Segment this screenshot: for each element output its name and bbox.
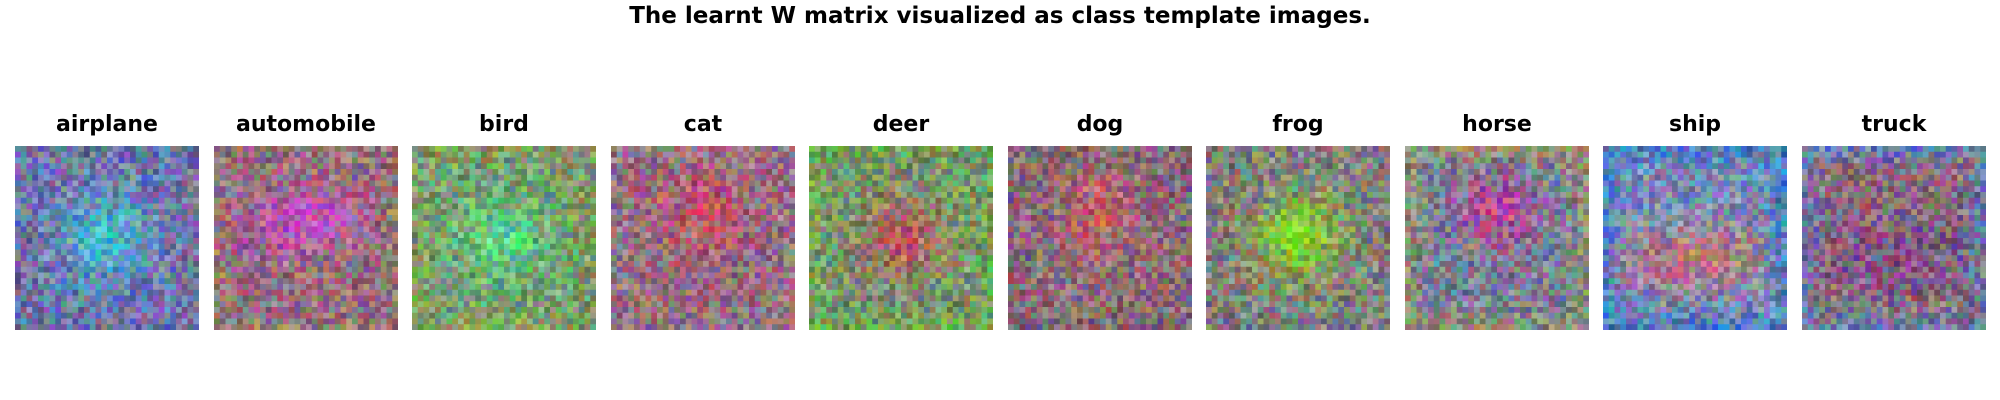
template-pixels xyxy=(1008,146,1192,330)
template-pixels xyxy=(1206,146,1390,330)
template-label: bird xyxy=(479,112,529,137)
template-pixels xyxy=(809,146,993,330)
template-pixels xyxy=(611,146,795,330)
template-pixels xyxy=(1802,146,1986,330)
template-image xyxy=(214,146,398,330)
template-label: frog xyxy=(1272,112,1324,137)
template-pixels xyxy=(214,146,398,330)
template-pixels xyxy=(1405,146,1589,330)
template-label: dog xyxy=(1076,112,1124,137)
template-image xyxy=(1603,146,1787,330)
template-label: cat xyxy=(683,112,723,137)
template-pixels xyxy=(1603,146,1787,330)
template-label: truck xyxy=(1861,112,1927,137)
template-label: airplane xyxy=(56,112,158,137)
template-label: ship xyxy=(1668,112,1722,137)
template-pixels xyxy=(15,146,199,330)
template-image xyxy=(1008,146,1192,330)
template-pixels xyxy=(412,146,596,330)
template-image xyxy=(1405,146,1589,330)
template-label: horse xyxy=(1462,112,1532,137)
template-image xyxy=(1802,146,1986,330)
template-image xyxy=(1206,146,1390,330)
template-label: automobile xyxy=(236,112,376,137)
template-label: deer xyxy=(872,112,930,137)
template-image xyxy=(611,146,795,330)
figure-title: The learnt W matrix visualized as class … xyxy=(629,3,1371,29)
template-image xyxy=(809,146,993,330)
template-image xyxy=(15,146,199,330)
template-image xyxy=(412,146,596,330)
